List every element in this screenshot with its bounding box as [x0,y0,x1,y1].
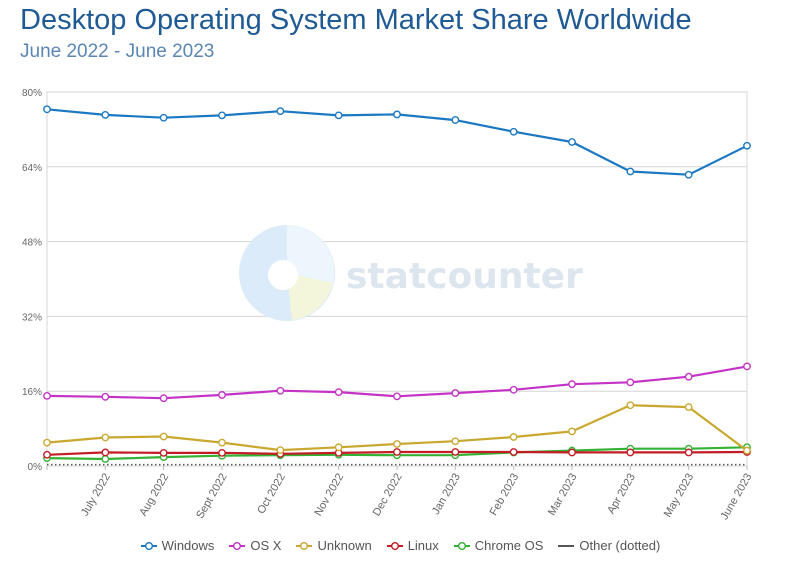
data-point-chrome-os[interactable] [101,455,110,463]
legend-label: OS X [250,538,282,553]
data-point-linux[interactable] [159,449,168,457]
x-tick-label: Oct 2022 [255,472,288,517]
data-point-windows[interactable] [393,110,401,119]
x-tick-label: Jan 2023 [430,472,463,517]
data-point-windows[interactable] [218,111,226,120]
x-tick-label: Sept 2022 [194,472,229,521]
legend-label: Windows [161,538,215,553]
chart-legend: Windows OS X Unknown Linux Chrome OS Other (d… [0,538,800,553]
data-point-windows[interactable] [334,111,343,120]
legend-item[interactable]: Windows [140,538,215,553]
data-point-windows[interactable] [43,105,51,114]
data-point-os-x[interactable] [451,389,460,397]
data-point-unknown[interactable] [43,438,51,447]
data-point-windows[interactable] [451,116,460,124]
chart-subtitle: June 2022 - June 2023 [20,41,215,62]
data-point-unknown[interactable] [509,433,518,441]
data-point-windows[interactable] [568,138,576,146]
data-point-unknown[interactable] [568,427,576,436]
legend-label: Other (dotted) [579,538,661,553]
data-point-linux[interactable] [684,448,693,457]
data-point-windows[interactable] [159,113,168,122]
data-point-unknown[interactable] [276,446,285,455]
data-point-unknown[interactable] [334,443,343,452]
data-point-windows[interactable] [509,127,518,136]
y-tick-label: 64% [22,163,42,174]
legend-item[interactable]: Other (dotted) [557,538,660,553]
legend-swatch [296,541,313,550]
data-point-linux[interactable] [393,448,401,456]
x-tick-label: Feb 2023 [488,472,522,518]
data-point-unknown[interactable] [684,403,693,411]
data-point-unknown[interactable] [743,446,751,455]
legend-label: Chrome OS [474,538,544,553]
x-tick-label: July 2022 [79,472,113,519]
data-point-os-x[interactable] [101,392,110,401]
y-tick-label: 16% [22,387,42,398]
data-point-unknown[interactable] [393,440,401,448]
legend-item[interactable]: OS X [228,538,281,553]
legend-item[interactable]: Linux [386,538,439,553]
data-point-os-x[interactable] [568,380,576,389]
data-point-linux[interactable] [218,449,226,457]
data-point-os-x[interactable] [159,394,168,403]
data-point-unknown[interactable] [218,438,226,447]
y-tick-label: 32% [22,312,42,323]
data-point-os-x[interactable] [334,388,343,397]
data-point-os-x[interactable] [684,372,693,381]
x-tick-label: May 2023 [662,472,697,520]
chart-title: Desktop Operating System Market Share Wo… [20,4,692,36]
legend-label: Unknown [317,538,372,553]
data-point-os-x[interactable] [393,392,401,401]
statcounter-logo-segment [287,225,335,283]
data-point-linux[interactable] [626,448,635,457]
statcounter-logo-hole [268,260,298,290]
data-point-os-x[interactable] [626,378,635,387]
x-tick-label: Nov 2022 [312,472,346,519]
data-point-unknown[interactable] [451,437,460,446]
data-point-linux[interactable] [509,448,518,456]
legend-swatch [229,541,246,550]
data-point-windows[interactable] [626,167,635,176]
data-point-windows[interactable] [101,111,110,119]
legend-item[interactable]: Unknown [295,538,372,553]
data-point-unknown[interactable] [159,432,168,441]
x-tick-label: Apr 2023 [605,472,638,517]
data-point-linux[interactable] [101,448,110,457]
x-tick-label: Mar 2023 [546,472,580,518]
data-point-os-x[interactable] [43,391,51,400]
line-chart: 0% 16% 32% 48% 64% 80% statcounter July 2022 Aug… [22,88,755,523]
y-tick-label: 80% [22,88,42,99]
legend-swatch [453,541,470,550]
y-tick-label: 48% [22,238,42,249]
legend-swatch [386,541,403,550]
data-point-linux[interactable] [43,450,51,459]
data-point-linux[interactable] [568,448,576,457]
watermark-text: statcounter [346,256,583,297]
legend-swatch [558,544,575,547]
data-point-windows[interactable] [276,107,285,116]
series-line-windows [46,108,748,176]
legend-swatch [140,541,157,550]
y-tick-label: 0% [28,462,43,473]
data-point-windows[interactable] [684,170,693,179]
x-tick-label: June 2023 [719,472,755,523]
data-point-linux[interactable] [451,448,460,456]
data-point-os-x[interactable] [509,385,518,394]
legend-label: Linux [407,538,439,553]
legend-item[interactable]: Chrome OS [453,538,544,553]
data-point-unknown[interactable] [626,401,635,410]
x-tick-label: Dec 2022 [371,472,405,519]
data-point-os-x[interactable] [276,386,285,395]
data-point-unknown[interactable] [101,433,110,442]
x-tick-label: Aug 2022 [137,472,171,519]
data-point-windows[interactable] [743,141,751,150]
statcounter-logo-segment [287,273,333,320]
data-point-os-x[interactable] [743,362,751,371]
data-point-os-x[interactable] [218,391,226,399]
